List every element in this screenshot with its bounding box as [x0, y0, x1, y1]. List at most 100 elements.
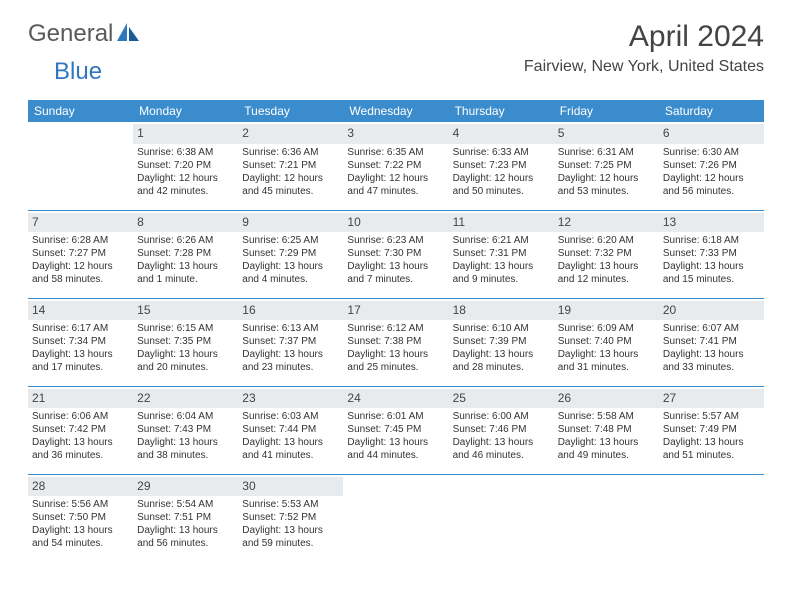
daylight-text: Daylight: 13 hours: [663, 436, 760, 449]
day-number: 22: [133, 389, 238, 409]
sunrise-text: Sunrise: 6:35 AM: [347, 146, 444, 159]
calendar-day-cell: 13Sunrise: 6:18 AMSunset: 7:33 PMDayligh…: [659, 210, 764, 298]
day-number: 30: [238, 477, 343, 497]
day-number: 21: [28, 389, 133, 409]
day-number: 5: [554, 124, 659, 144]
daylight-text: Daylight: 12 hours: [558, 172, 655, 185]
daylight-text: Daylight: 13 hours: [347, 260, 444, 273]
calendar-day-cell: 22Sunrise: 6:04 AMSunset: 7:43 PMDayligh…: [133, 386, 238, 474]
daylight-text: Daylight: 13 hours: [453, 436, 550, 449]
daylight-text: Daylight: 13 hours: [347, 436, 444, 449]
calendar-day-cell: 17Sunrise: 6:12 AMSunset: 7:38 PMDayligh…: [343, 298, 448, 386]
sunset-text: Sunset: 7:20 PM: [137, 159, 234, 172]
day-number: 26: [554, 389, 659, 409]
day-number: 29: [133, 477, 238, 497]
calendar-day-cell: 18Sunrise: 6:10 AMSunset: 7:39 PMDayligh…: [449, 298, 554, 386]
day-number: 25: [449, 389, 554, 409]
calendar-week-row: 1 Sunrise: 6:38 AMSunset: 7:20 PM Daylight…: [28, 122, 764, 210]
calendar-day-cell: 11Sunrise: 6:21 AMSunset: 7:31 PMDayligh…: [449, 210, 554, 298]
sunset-text: Sunset: 7:45 PM: [347, 423, 444, 436]
daylight-text: and 50 minutes.: [453, 185, 550, 198]
sunset-text: Sunset: 7:38 PM: [347, 335, 444, 348]
daylight-text: and 36 minutes.: [32, 449, 129, 462]
day-number: 18: [449, 301, 554, 321]
sunrise-text: Sunrise: 6:21 AM: [453, 234, 550, 247]
calendar-day-cell: 12Sunrise: 6:20 AMSunset: 7:32 PMDayligh…: [554, 210, 659, 298]
day-number: 15: [133, 301, 238, 321]
sail-icon: [115, 21, 141, 48]
weekday-header-row: SundayMondayTuesdayWednesdayThursdayFrid…: [28, 100, 764, 122]
sunset-text: Sunset: 7:26 PM: [663, 159, 760, 172]
calendar-body: 1 Sunrise: 6:38 AMSunset: 7:20 PM Daylight…: [28, 122, 764, 562]
daylight-text: Daylight: 13 hours: [558, 260, 655, 273]
sunrise-text: Sunrise: 6:17 AM: [32, 322, 129, 335]
daylight-text: and 28 minutes.: [453, 361, 550, 374]
sunrise-text: Sunrise: 6:26 AM: [137, 234, 234, 247]
sunset-text: Sunset: 7:33 PM: [663, 247, 760, 260]
daylight-text: Daylight: 12 hours: [453, 172, 550, 185]
day-number: 12: [554, 213, 659, 233]
daylight-text: and 31 minutes.: [558, 361, 655, 374]
calendar-day-cell: 14Sunrise: 6:17 AMSunset: 7:34 PMDayligh…: [28, 298, 133, 386]
daylight-text: and 41 minutes.: [242, 449, 339, 462]
calendar-week-row: 7Sunrise: 6:28 AMSunset: 7:27 PMDaylight…: [28, 210, 764, 298]
sunrise-text: Sunrise: 6:18 AM: [663, 234, 760, 247]
sunrise-text: Sunrise: 6:20 AM: [558, 234, 655, 247]
day-number: 10: [343, 213, 448, 233]
day-number: 1: [133, 124, 238, 144]
sunset-text: Sunset: 7:49 PM: [663, 423, 760, 436]
daylight-text: and 38 minutes.: [137, 449, 234, 462]
daylight-text: and 4 minutes.: [242, 273, 339, 286]
daylight-text: Daylight: 13 hours: [242, 348, 339, 361]
daylight-text: and 56 minutes.: [663, 185, 760, 198]
calendar-day-cell: 9Sunrise: 6:25 AMSunset: 7:29 PMDaylight…: [238, 210, 343, 298]
sunrise-text: Sunrise: 6:09 AM: [558, 322, 655, 335]
sunrise-text: Sunrise: 6:23 AM: [347, 234, 444, 247]
sunset-text: Sunset: 7:41 PM: [663, 335, 760, 348]
calendar-day-cell: 28Sunrise: 5:56 AMSunset: 7:50 PMDayligh…: [28, 474, 133, 562]
sunrise-text: Sunrise: 5:58 AM: [558, 410, 655, 423]
daylight-text: Daylight: 13 hours: [558, 436, 655, 449]
day-number: 2: [238, 124, 343, 144]
calendar-day-cell: 20Sunrise: 6:07 AMSunset: 7:41 PMDayligh…: [659, 298, 764, 386]
day-number: 23: [238, 389, 343, 409]
daylight-text: and 12 minutes.: [558, 273, 655, 286]
day-number: 20: [659, 301, 764, 321]
sunrise-text: Sunrise: 6:33 AM: [453, 146, 550, 159]
sunrise-text: Sunrise: 6:38 AM: [137, 146, 234, 159]
calendar-day-cell: 8Sunrise: 6:26 AMSunset: 7:28 PMDaylight…: [133, 210, 238, 298]
weekday-header: Saturday: [659, 100, 764, 122]
calendar-day-cell: 26Sunrise: 5:58 AMSunset: 7:48 PMDayligh…: [554, 386, 659, 474]
sunset-text: Sunset: 7:27 PM: [32, 247, 129, 260]
weekday-header: Thursday: [449, 100, 554, 122]
calendar-day-cell: 2Sunrise: 6:36 AMSunset: 7:21 PMDaylight…: [238, 122, 343, 210]
daylight-text: and 53 minutes.: [558, 185, 655, 198]
sunset-text: Sunset: 7:28 PM: [137, 247, 234, 260]
day-number: 3: [343, 124, 448, 144]
sunset-text: Sunset: 7:42 PM: [32, 423, 129, 436]
sunset-text: Sunset: 7:23 PM: [453, 159, 550, 172]
sunset-text: Sunset: 7:22 PM: [347, 159, 444, 172]
weekday-header: Sunday: [28, 100, 133, 122]
calendar-day-cell: 5Sunrise: 6:31 AMSunset: 7:25 PMDaylight…: [554, 122, 659, 210]
calendar-week-row: 28Sunrise: 5:56 AMSunset: 7:50 PMDayligh…: [28, 474, 764, 562]
sunrise-text: Sunrise: 6:28 AM: [32, 234, 129, 247]
daylight-text: Daylight: 13 hours: [137, 348, 234, 361]
calendar-day-cell: 21Sunrise: 6:06 AMSunset: 7:42 PMDayligh…: [28, 386, 133, 474]
sunrise-text: Sunrise: 6:07 AM: [663, 322, 760, 335]
day-number: 28: [28, 477, 133, 497]
calendar-day-cell: 23Sunrise: 6:03 AMSunset: 7:44 PMDayligh…: [238, 386, 343, 474]
daylight-text: Daylight: 13 hours: [663, 260, 760, 273]
daylight-text: and 46 minutes.: [453, 449, 550, 462]
sunrise-text: Sunrise: 5:53 AM: [242, 498, 339, 511]
daylight-text: and 59 minutes.: [242, 537, 339, 550]
daylight-text: Daylight: 13 hours: [453, 260, 550, 273]
daylight-text: Daylight: 13 hours: [453, 348, 550, 361]
calendar-day-cell: 24Sunrise: 6:01 AMSunset: 7:45 PMDayligh…: [343, 386, 448, 474]
calendar-day-cell: 4Sunrise: 6:33 AMSunset: 7:23 PMDaylight…: [449, 122, 554, 210]
day-number: 19: [554, 301, 659, 321]
sunset-text: Sunset: 7:43 PM: [137, 423, 234, 436]
daylight-text: Daylight: 13 hours: [242, 436, 339, 449]
calendar-day-cell: [343, 474, 448, 562]
calendar-day-cell: 16Sunrise: 6:13 AMSunset: 7:37 PMDayligh…: [238, 298, 343, 386]
